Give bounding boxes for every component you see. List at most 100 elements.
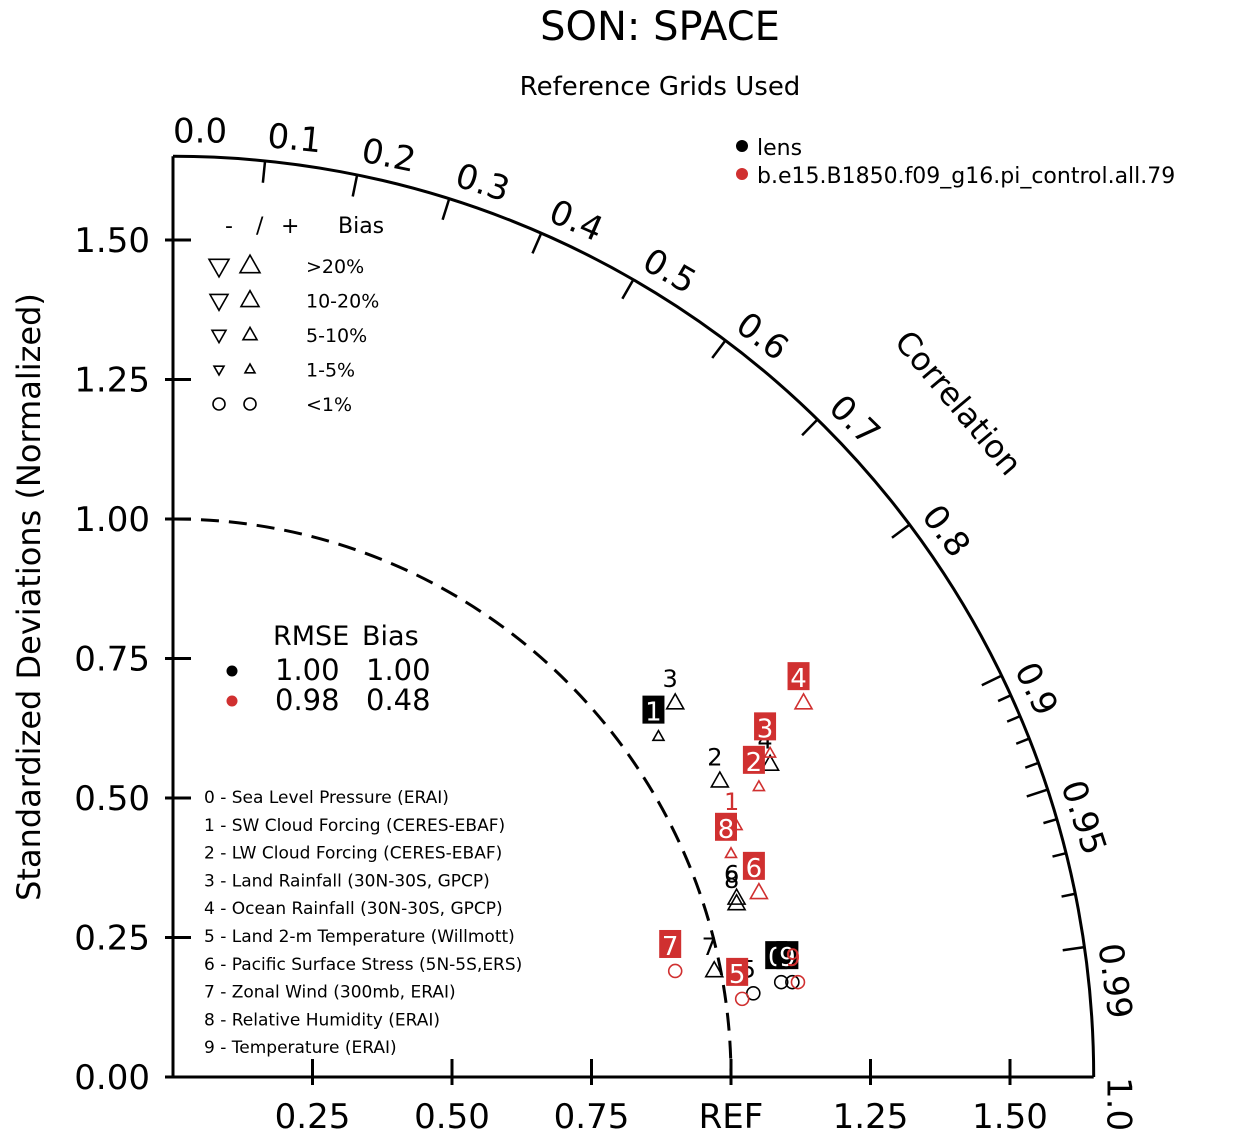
data-point-marker bbox=[667, 963, 683, 979]
correlation-label: 0.99 bbox=[1089, 941, 1139, 1022]
data-point-label: 8 bbox=[718, 815, 735, 845]
y-tick-label: 0.25 bbox=[74, 919, 150, 959]
rmse-row-marker bbox=[226, 695, 238, 707]
variable-label: 8 - Relative Humidity (ERAI) bbox=[204, 1010, 440, 1030]
variable-label: 2 - LW Cloud Forcing (CERES-EBAF) bbox=[204, 844, 502, 864]
data-point-marker bbox=[651, 728, 666, 742]
bias-key-circle bbox=[212, 397, 226, 411]
correlation-tick bbox=[351, 174, 359, 197]
x-tick-label: 0.75 bbox=[554, 1097, 630, 1135]
correlation-tick bbox=[1024, 761, 1039, 769]
legend-marker bbox=[736, 140, 748, 152]
correlation-tick bbox=[997, 694, 1012, 703]
correlation-label: 0.7 bbox=[821, 387, 888, 453]
correlation-tick bbox=[801, 418, 819, 437]
x-tick-label: 1.50 bbox=[972, 1097, 1048, 1135]
data-point-label: 3 bbox=[663, 665, 678, 693]
data-point-label-box bbox=[642, 695, 665, 724]
legend-label: b.e15.B1850.f09_g16.pi_control.all.79 bbox=[757, 164, 1175, 189]
data-point-marker bbox=[760, 753, 780, 772]
data-point-label: 9 bbox=[785, 944, 800, 972]
data-point-label: 8 bbox=[724, 866, 739, 894]
bias-key-row-label: 5-10% bbox=[306, 325, 367, 347]
data-point-label: 7 bbox=[662, 932, 679, 962]
rmse-row-marker bbox=[226, 665, 238, 677]
y-tick-label: 0.00 bbox=[74, 1058, 150, 1098]
data-point-label: 6 bbox=[746, 854, 763, 884]
data-point-marker bbox=[752, 779, 766, 792]
axes-layer: 0.000.250.500.751.001.251.500.25 0.50 0.75… bbox=[74, 111, 1139, 1135]
correlation-tick bbox=[981, 674, 1003, 687]
x-tick-label: 0.50 bbox=[414, 1097, 490, 1135]
bias-key-down-triangle bbox=[207, 258, 231, 279]
bias-key-down-triangle bbox=[210, 329, 228, 345]
rmse-value: 0.98 bbox=[275, 683, 340, 717]
correlation-label: 0.2 bbox=[358, 131, 419, 181]
data-point-marker bbox=[793, 692, 814, 710]
correlation-label: 0.95 bbox=[1052, 775, 1114, 859]
data-point-label-box bbox=[715, 812, 737, 841]
correlation-label: 1.0 bbox=[1099, 1077, 1139, 1131]
bias-key-row-label: <1% bbox=[306, 394, 352, 416]
bias-key-up-triangle bbox=[238, 253, 262, 274]
correlation-arc bbox=[172, 154, 1096, 1078]
rmse-value: 1.00 bbox=[275, 653, 340, 687]
bias-key-circle bbox=[243, 397, 257, 411]
legend-layer: lens b.e15.B1850.f09_g16.pi_control.all.7… bbox=[204, 136, 1175, 1058]
bias-key-row-label: >20% bbox=[306, 256, 364, 278]
chart-title: SON: SPACE bbox=[540, 4, 780, 50]
variable-label: 7 - Zonal Wind (300mb, ERAI) bbox=[204, 983, 456, 1003]
data-point-marker bbox=[665, 692, 686, 710]
y-tick-label: 1.00 bbox=[74, 500, 150, 540]
data-point-marker bbox=[773, 974, 789, 990]
bias-value: 0.48 bbox=[366, 683, 431, 717]
data-point-label: 2 bbox=[746, 748, 763, 778]
data-point-marker bbox=[734, 991, 750, 1007]
data-point-label: 1 bbox=[724, 788, 739, 816]
y-tick-label: 1.25 bbox=[74, 361, 150, 401]
correlation-tick bbox=[1052, 851, 1067, 858]
data-point-label-box bbox=[754, 712, 777, 741]
data-point-label: 1 bbox=[645, 698, 662, 728]
data-point-label: 7 bbox=[702, 933, 717, 961]
reference-arc bbox=[172, 517, 733, 1078]
variable-label: 0 - Sea Level Pressure (ERAI) bbox=[204, 788, 449, 808]
data-point-label-box bbox=[742, 851, 765, 880]
correlation-tick bbox=[1043, 818, 1058, 825]
variable-label: 6 - Pacific Surface Stress (5N-5S,ERS) bbox=[204, 955, 522, 975]
correlation-label: 0.8 bbox=[914, 498, 978, 565]
correlation-axis-label: Correlation bbox=[887, 323, 1030, 483]
bias-value: 1.00 bbox=[366, 653, 431, 687]
rmse-header: RMSE bbox=[273, 621, 349, 652]
correlation-label: 0.1 bbox=[266, 116, 324, 161]
bias-key-up-triangle bbox=[241, 325, 259, 341]
correlation-tick bbox=[621, 279, 635, 300]
data-point-label: 6 bbox=[724, 860, 739, 888]
correlation-tick bbox=[891, 523, 911, 539]
bias-key-header-bias: Bias bbox=[338, 214, 384, 239]
correlation-label: 0.9 bbox=[1006, 656, 1066, 722]
data-point-marker bbox=[726, 887, 747, 905]
data-point-label-box bbox=[787, 662, 810, 691]
legend-label: lens bbox=[757, 136, 802, 161]
correlation-tick bbox=[1006, 715, 1021, 723]
bias-key-row-label: 10-20% bbox=[306, 291, 379, 313]
data-point-label: 2 bbox=[707, 743, 722, 771]
correlation-tick bbox=[531, 232, 543, 254]
bias-key-up-triangle bbox=[239, 289, 261, 308]
correlation-tick bbox=[441, 198, 451, 221]
data-point-label-box bbox=[742, 745, 765, 774]
bias-key-header-plus: + bbox=[281, 214, 299, 239]
data-point-marker bbox=[726, 893, 747, 911]
chart-subtitle: Reference Grids Used bbox=[520, 72, 801, 102]
correlation-label: 0.0 bbox=[173, 111, 227, 151]
correlation-label: 0.6 bbox=[728, 304, 795, 368]
data-point-marker bbox=[763, 745, 777, 758]
variable-label: 5 - Land 2-m Temperature (Willmott) bbox=[204, 927, 515, 947]
correlation-tick bbox=[1062, 945, 1085, 952]
correlation-tick bbox=[711, 339, 727, 359]
y-tick-label: 1.50 bbox=[74, 221, 150, 261]
bias-key-down-triangle bbox=[212, 365, 226, 377]
data-point-marker bbox=[790, 974, 806, 990]
